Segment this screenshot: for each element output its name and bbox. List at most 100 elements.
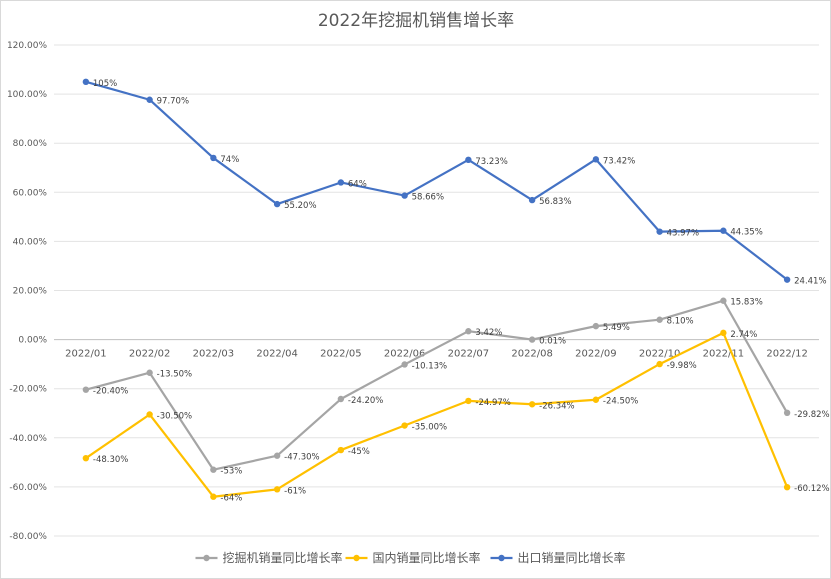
data-point xyxy=(720,297,727,304)
data-point xyxy=(528,196,536,204)
data-point xyxy=(656,228,663,235)
data-point xyxy=(146,369,153,376)
x-category-label: 2022/03 xyxy=(193,349,235,360)
data-label: -13.50% xyxy=(157,370,192,380)
data-point xyxy=(82,386,90,393)
data-label: -64% xyxy=(220,494,242,504)
data-point xyxy=(337,446,345,454)
data-point xyxy=(783,483,791,491)
legend-marker xyxy=(353,554,360,562)
x-category-label: 2022/11 xyxy=(703,349,745,360)
y-axis-ticks: -80.00% -60.00% -40.00% -20.00% 0.00% 20.00% 4… xyxy=(7,41,47,542)
data-label: 73.42% xyxy=(603,156,635,166)
x-category-label: 2022/02 xyxy=(129,349,171,360)
data-label: 15.83% xyxy=(730,298,762,308)
data-label: 56.83% xyxy=(539,197,571,207)
data-label: 64% xyxy=(348,179,367,189)
data-point xyxy=(465,156,472,164)
data-point xyxy=(146,96,153,103)
series-lines xyxy=(82,78,791,500)
data-point xyxy=(337,395,345,403)
data-label: -29.82% xyxy=(794,410,829,420)
y-tick-label: 80.00% xyxy=(13,139,48,149)
y-tick-label: 20.00% xyxy=(13,287,48,297)
gridlines xyxy=(54,44,819,537)
data-point xyxy=(273,200,281,208)
data-point xyxy=(656,360,663,368)
y-tick-label: 40.00% xyxy=(13,237,48,247)
data-point xyxy=(592,322,600,330)
data-point xyxy=(592,396,600,403)
data-point xyxy=(656,316,663,323)
data-point xyxy=(273,452,281,459)
x-category-label: 2022/12 xyxy=(766,349,808,360)
data-label: 74% xyxy=(220,155,239,165)
data-label: 105% xyxy=(93,79,117,89)
data-label: -47.30% xyxy=(284,453,319,463)
y-tick-label: 60.00% xyxy=(13,188,48,198)
data-point xyxy=(401,361,408,368)
y-tick-label: -20.00% xyxy=(9,385,47,395)
data-label: 5.49% xyxy=(603,323,630,333)
data-point xyxy=(82,454,90,462)
data-label: -48.30% xyxy=(93,455,128,465)
x-category-label: 2022/09 xyxy=(575,349,617,360)
data-point xyxy=(210,493,217,500)
data-label: 55.20% xyxy=(284,201,316,211)
data-label: 97.70% xyxy=(157,97,189,107)
data-point xyxy=(720,329,727,337)
data-label: -35.00% xyxy=(412,423,447,433)
data-label: -61% xyxy=(284,486,306,496)
x-category-label: 2022/05 xyxy=(320,349,362,360)
data-label: -60.12% xyxy=(794,484,829,494)
series-line xyxy=(85,299,789,471)
data-labels: -20.40% -13.50% -53% -47.30% -24.20% -10.13% 3… xyxy=(93,79,830,504)
data-label: -53% xyxy=(220,467,242,477)
data-label: 43.97% xyxy=(667,229,699,239)
y-tick-label: -80.00% xyxy=(9,532,47,542)
data-label: 2.74% xyxy=(730,330,757,340)
legend-label: 国内销量同比增长率 xyxy=(373,550,481,565)
y-tick-label: -40.00% xyxy=(9,434,47,444)
y-tick-label: -60.00% xyxy=(9,483,47,493)
data-label: 24.41% xyxy=(794,277,826,287)
data-label: 0.01% xyxy=(539,337,566,347)
x-category-label: 2022/01 xyxy=(65,349,107,360)
data-point xyxy=(465,397,472,405)
data-label: 58.66% xyxy=(412,193,444,203)
data-point xyxy=(337,179,345,186)
data-label: -10.13% xyxy=(412,361,447,371)
series-line xyxy=(85,331,789,498)
x-category-label: 2022/07 xyxy=(448,349,490,360)
data-point xyxy=(273,486,281,493)
data-label: -30.50% xyxy=(157,411,192,421)
data-point xyxy=(783,409,791,417)
x-category-label: 2022/04 xyxy=(256,349,298,360)
data-label: -9.98% xyxy=(667,361,697,371)
y-tick-label: 0.00% xyxy=(18,336,47,346)
data-label: -24.97% xyxy=(475,398,510,408)
data-point xyxy=(528,401,536,408)
data-point xyxy=(146,411,153,418)
x-category-label: 2022/06 xyxy=(384,349,426,360)
data-point xyxy=(720,227,727,234)
y-tick-label: 120.00% xyxy=(7,41,47,51)
data-label: -24.50% xyxy=(603,397,638,407)
legend-label: 出口销量同比增长率 xyxy=(518,550,626,565)
data-point xyxy=(82,78,90,86)
data-point xyxy=(210,466,217,473)
data-label: 8.10% xyxy=(667,317,694,327)
x-category-label: 2022/08 xyxy=(511,349,553,360)
data-label: -45% xyxy=(348,447,370,457)
data-point xyxy=(465,328,472,335)
data-label: -26.34% xyxy=(539,401,574,411)
data-label: 73.23% xyxy=(475,157,507,167)
data-point xyxy=(401,422,408,429)
data-label: 44.35% xyxy=(730,228,762,238)
data-label: -24.20% xyxy=(348,396,383,406)
legend-label: 挖掘机销量同比增长率 xyxy=(223,550,343,565)
legend: 挖掘机销量同比增长率 国内销量同比增长率 出口销量同比增长率 xyxy=(195,550,626,565)
series-line xyxy=(85,80,788,281)
